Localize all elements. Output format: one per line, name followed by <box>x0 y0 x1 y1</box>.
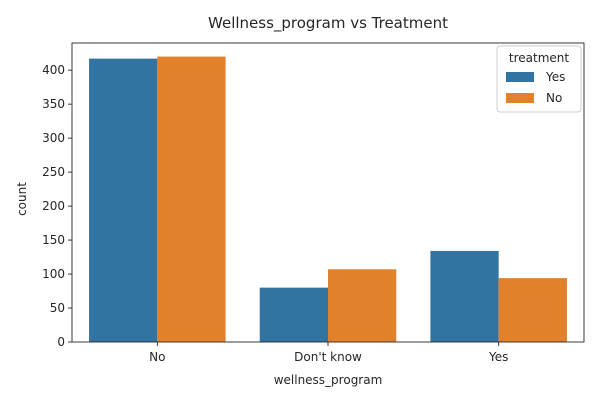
x-tick-label: No <box>149 350 165 364</box>
x-axis-ticks: No Don't know Yes <box>149 342 508 364</box>
bar <box>430 250 499 342</box>
bar <box>498 278 567 342</box>
x-axis-label: wellness_program <box>274 373 383 387</box>
bar <box>157 56 226 342</box>
legend-title: treatment <box>509 51 569 65</box>
legend-label: No <box>546 91 562 105</box>
legend-swatch <box>506 72 534 82</box>
y-tick-label: 0 <box>57 335 65 349</box>
y-tick-label: 250 <box>42 165 65 179</box>
y-tick-label: 200 <box>42 199 65 213</box>
y-tick-label: 100 <box>42 267 65 281</box>
legend-label: Yes <box>545 70 565 84</box>
bars <box>89 56 567 342</box>
legend-items: Yes No <box>506 70 565 105</box>
y-axis-ticks: 0 50 100 150 200 250 300 350 400 <box>42 63 72 349</box>
y-tick-label: 350 <box>42 97 65 111</box>
y-tick-label: 150 <box>42 233 65 247</box>
chart-title: Wellness_program vs Treatment <box>208 14 448 33</box>
bar <box>259 287 328 342</box>
legend: treatment Yes No <box>496 45 582 113</box>
y-tick-label: 50 <box>50 301 65 315</box>
plot-frame <box>71 42 585 343</box>
x-tick-label: Yes <box>488 350 508 364</box>
x-tick-label: Don't know <box>294 350 362 364</box>
y-tick-label: 300 <box>42 131 65 145</box>
bar <box>89 58 158 342</box>
y-tick-label: 400 <box>42 63 65 77</box>
legend-swatch <box>506 93 534 103</box>
y-axis-label: count <box>15 182 29 216</box>
bar <box>328 269 397 342</box>
